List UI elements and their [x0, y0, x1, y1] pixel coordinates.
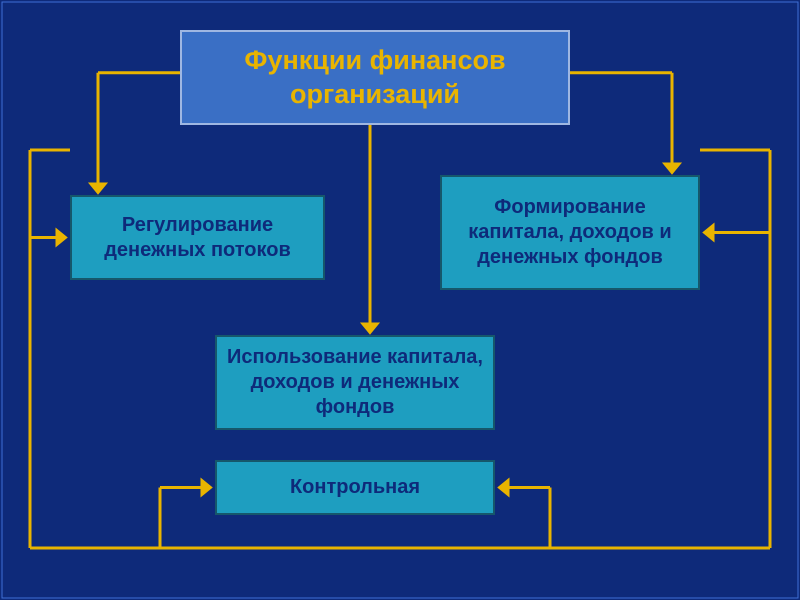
right-box: Формирование капитала, доходов и денежны…: [440, 175, 700, 290]
right-label: Формирование капитала, доходов и денежны…: [452, 195, 688, 270]
middle-box: Использование капитала, доходов и денежн…: [215, 335, 495, 430]
title-label: Функции финансов организаций: [192, 44, 558, 112]
title-box: Функции финансов организаций: [180, 30, 570, 125]
bottom-label: Контрольная: [290, 475, 420, 500]
middle-label: Использование капитала, доходов и денежн…: [227, 345, 483, 420]
bottom-box: Контрольная: [215, 460, 495, 515]
left-box: Регулирование денежных потоков: [70, 195, 325, 280]
left-label: Регулирование денежных потоков: [82, 213, 313, 263]
